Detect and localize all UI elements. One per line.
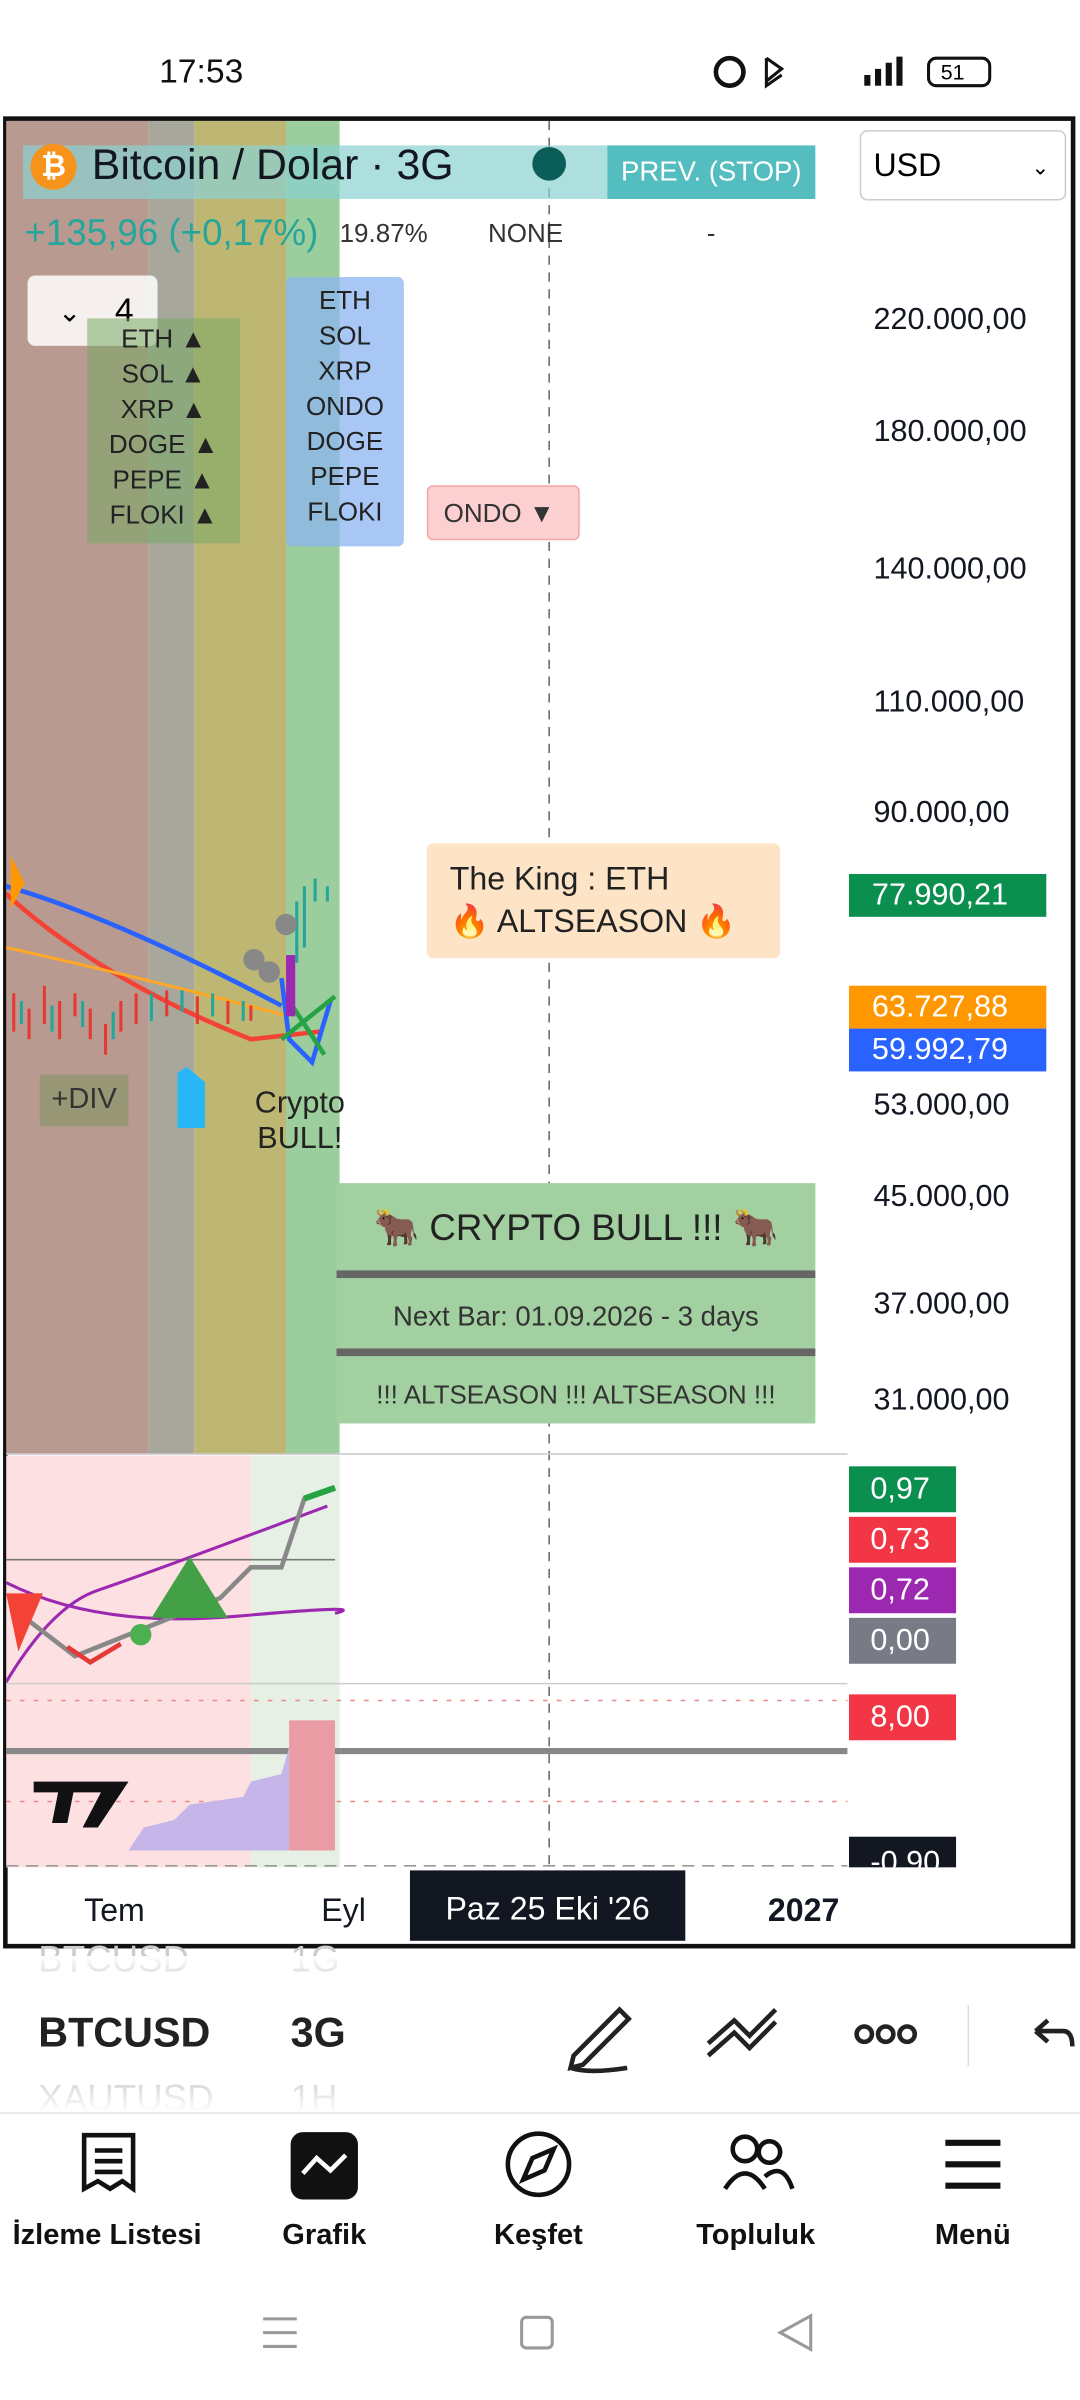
live-dot	[532, 146, 566, 181]
list-item: PEPE ▲	[112, 465, 215, 495]
list-item: PEPE	[310, 462, 380, 492]
bitcoin-icon: ₿	[30, 143, 77, 190]
crosshair-time: Paz 25 Eki '26	[409, 1870, 686, 1941]
oscillator-badge: 8,00	[848, 1694, 957, 1741]
price-change: +135,96 (+0,17%)	[24, 212, 319, 255]
blue-list: ETH SOL XRP ONDO DOGE PEPE FLOKI	[286, 277, 404, 547]
price-axis-label: 180.000,00	[873, 414, 1027, 449]
nav-item[interactable]: Keşfet	[494, 2219, 583, 2252]
divider	[0, 2112, 1080, 2114]
list-item: XRP ▲	[120, 394, 207, 424]
clock: 17:53	[159, 52, 244, 91]
oscillator-badge: 0,72	[848, 1567, 957, 1614]
list-item: ETH ▲	[121, 324, 207, 354]
price-badge: 63.727,88	[848, 985, 1047, 1029]
oscillator-badge: 0,97	[848, 1466, 957, 1513]
time-axis-label: 2027	[767, 1893, 840, 1929]
stop-header: PREV. (STOP)	[607, 145, 816, 199]
fade	[0, 1956, 1080, 1984]
info-next-bar: Next Bar: 01.09.2026 - 3 days	[336, 1278, 816, 1357]
symbol-title: Bitcoin / Dolar · 3G	[91, 140, 454, 189]
time-axis-label: Tem	[84, 1893, 145, 1929]
tool-icons[interactable]	[558, 1997, 1080, 2074]
nav-item[interactable]: Menü	[934, 2219, 1011, 2252]
price-axis-label: 45.000,00	[873, 1180, 1010, 1214]
list-item: FLOKI	[307, 497, 383, 527]
info-footer: !!! ALTSEASON !!! ALTSEASON !!!	[376, 1380, 776, 1410]
nav-icons	[81, 2131, 1001, 2200]
price-axis-label: 53.000,00	[873, 1088, 1010, 1122]
nav-item[interactable]: Grafik	[282, 2219, 367, 2252]
status-icons	[713, 55, 992, 89]
currency-select[interactable]: USD ⌄	[859, 130, 1067, 201]
interval: 3G	[290, 2009, 346, 2056]
list-item: XRP	[318, 356, 372, 386]
price-badge: 59.992,79	[848, 1028, 1047, 1072]
price-badge: 77.990,21	[848, 873, 1047, 917]
price-axis-label: 37.000,00	[873, 1287, 1010, 1321]
table-header	[22, 145, 608, 199]
list-item: FLOKI ▲	[109, 500, 218, 530]
chart-frame	[3, 116, 1076, 1949]
currency: USD	[873, 148, 942, 184]
price-axis-label: 140.000,00	[873, 552, 1027, 587]
system-nav	[263, 2313, 813, 2353]
symbol[interactable]: BTCUSD	[38, 2009, 211, 2056]
king-label: The King : ETH 🔥 ALTSEASON 🔥	[426, 843, 781, 959]
crypto-bull-label: Crypto BULL!	[254, 1086, 345, 1156]
oscillator-badge: -0,90	[848, 1836, 957, 1868]
nav-item[interactable]: İzleme Listesi	[12, 2219, 202, 2252]
price-axis-label: 90.000,00	[873, 795, 1010, 830]
fade	[0, 2073, 1080, 2113]
price-axis-label: 31.000,00	[873, 1383, 1010, 1418]
info-box: 🐂 CRYPTO BULL !!! 🐂 Next Bar: 01.09.2026…	[336, 1183, 816, 1424]
time-axis-label: Eyl	[321, 1893, 366, 1929]
oscillator-badge: 0,00	[848, 1617, 957, 1664]
div-label: +DIV	[39, 1074, 129, 1127]
nav-item[interactable]: Topluluk	[696, 2219, 816, 2252]
table-cell: -	[706, 218, 716, 248]
ondo-label: ONDO ▼	[426, 485, 580, 541]
info-title: 🐂 CRYPTO BULL !!! 🐂	[336, 1183, 816, 1279]
list-item: DOGE	[306, 427, 384, 457]
list-item: SOL	[318, 321, 371, 351]
king-text: The King : ETH	[449, 861, 670, 897]
list-item: ETH	[318, 286, 371, 316]
list-item: SOL ▲	[121, 359, 206, 389]
altseason-text: 🔥 ALTSEASON 🔥	[449, 904, 737, 940]
oscillator-badge: 0,73	[848, 1516, 957, 1563]
battery: 51	[940, 59, 965, 85]
up-list: ETH ▲ SOL ▲ XRP ▲ DOGE ▲ PEPE ▲ FLOKI ▲	[87, 318, 241, 544]
table-cell: NONE	[487, 218, 564, 248]
table-cell: 19.87%	[339, 218, 428, 248]
list-item: ONDO	[305, 391, 384, 421]
price-axis-label: 220.000,00	[873, 303, 1027, 337]
price-axis-label: 110.000,00	[873, 685, 1025, 720]
list-item: DOGE ▲	[108, 430, 219, 460]
